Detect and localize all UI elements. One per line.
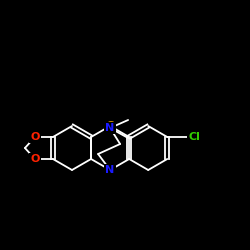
Text: S: S (106, 121, 114, 131)
Text: Cl: Cl (188, 132, 200, 142)
Text: O: O (30, 132, 40, 142)
Text: N: N (106, 165, 115, 175)
Text: N: N (106, 123, 115, 133)
Text: O: O (30, 154, 40, 164)
